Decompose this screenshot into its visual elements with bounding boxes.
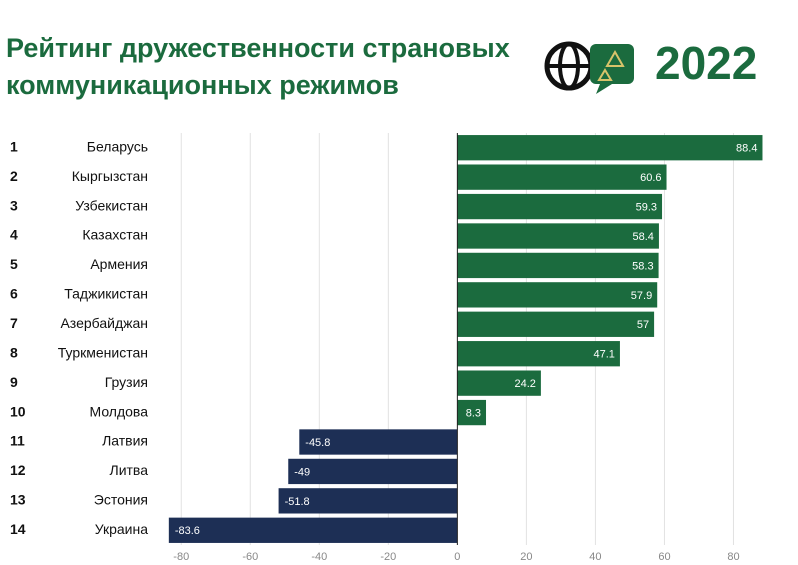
bar [457, 282, 658, 308]
y-tick-label: Туркменистан [58, 344, 148, 360]
y-tick-label: Армения [90, 256, 148, 272]
bar [457, 193, 663, 220]
bar [457, 223, 659, 249]
bar [457, 311, 655, 337]
logo [544, 41, 634, 94]
rank-label: 3 [10, 197, 18, 213]
y-tick-label: Украина [95, 521, 149, 537]
y-tick-label: Беларусь [87, 138, 148, 154]
x-tick-label: 0 [454, 551, 460, 560]
y-tick-label: Грузия [105, 374, 148, 390]
value-label: 58.4 [633, 231, 654, 243]
y-tick-label: Литва [110, 462, 149, 478]
value-label: 24.2 [514, 378, 535, 390]
y-tick-label: Азербайджан [60, 315, 148, 331]
bar [168, 517, 458, 543]
rank-label: 6 [10, 286, 18, 302]
plot: -80 -60 -40 -20 0 20 40 60 80 1 Беларусь 88.4 2 Кыргы… [10, 133, 763, 563]
rank-label: 12 [10, 462, 26, 478]
value-label: 8.3 [466, 407, 481, 419]
bar [457, 341, 620, 367]
bar [457, 370, 541, 396]
y-tick-label: Молдова [90, 403, 149, 419]
rank-label: 4 [10, 227, 18, 243]
rank-label: 11 [10, 433, 25, 449]
bar [299, 429, 458, 455]
rank-label: 7 [10, 315, 18, 331]
rank-label: 10 [10, 403, 26, 419]
value-label: 60.6 [640, 172, 661, 184]
bar [278, 488, 458, 514]
x-tick-label: -80 [173, 551, 189, 560]
y-tick-label: Эстония [94, 492, 148, 508]
rank-label: 13 [10, 492, 26, 508]
rank-label: 14 [10, 521, 26, 537]
rank-label: 9 [10, 374, 18, 390]
y-tick-label: Узбекистан [75, 197, 148, 213]
x-tick-label: -20 [380, 551, 396, 560]
y-tick-label: Казахстан [82, 227, 148, 243]
value-label: -83.6 [175, 525, 200, 537]
bar [457, 399, 487, 426]
bar [288, 458, 458, 485]
value-label: 58.3 [632, 260, 653, 272]
value-label: 57 [637, 319, 649, 331]
x-tick-label: 60 [658, 551, 670, 560]
y-tick-label: Таджикистан [64, 286, 148, 302]
x-tick-label: -60 [242, 551, 258, 560]
value-label: 88.4 [736, 143, 757, 155]
value-label: 57.9 [631, 290, 652, 302]
x-tick-label: 40 [589, 551, 601, 560]
rank-label: 8 [10, 344, 18, 360]
rank-label: 1 [10, 138, 18, 154]
chart-title-line: коммуникационных режимов [6, 70, 399, 100]
y-tick-label: Латвия [102, 433, 148, 449]
y-tick-label: Кыргызстан [72, 168, 148, 184]
value-label: -51.8 [285, 496, 310, 508]
x-tick-label: -40 [311, 551, 327, 560]
value-label: -49 [294, 466, 310, 478]
rank-label: 2 [10, 168, 18, 184]
x-tick-label: 80 [727, 551, 739, 560]
bar [457, 252, 659, 279]
bar [457, 135, 763, 161]
x-tick-label: 20 [520, 551, 532, 560]
chart-title-line: Рейтинг дружественности страновых [6, 33, 510, 63]
bar [457, 164, 667, 190]
value-label: 47.1 [594, 349, 615, 361]
value-label: -45.8 [305, 437, 330, 449]
value-label: 59.3 [636, 201, 657, 213]
year: 2022 [655, 37, 757, 89]
rank-label: 5 [10, 256, 18, 272]
